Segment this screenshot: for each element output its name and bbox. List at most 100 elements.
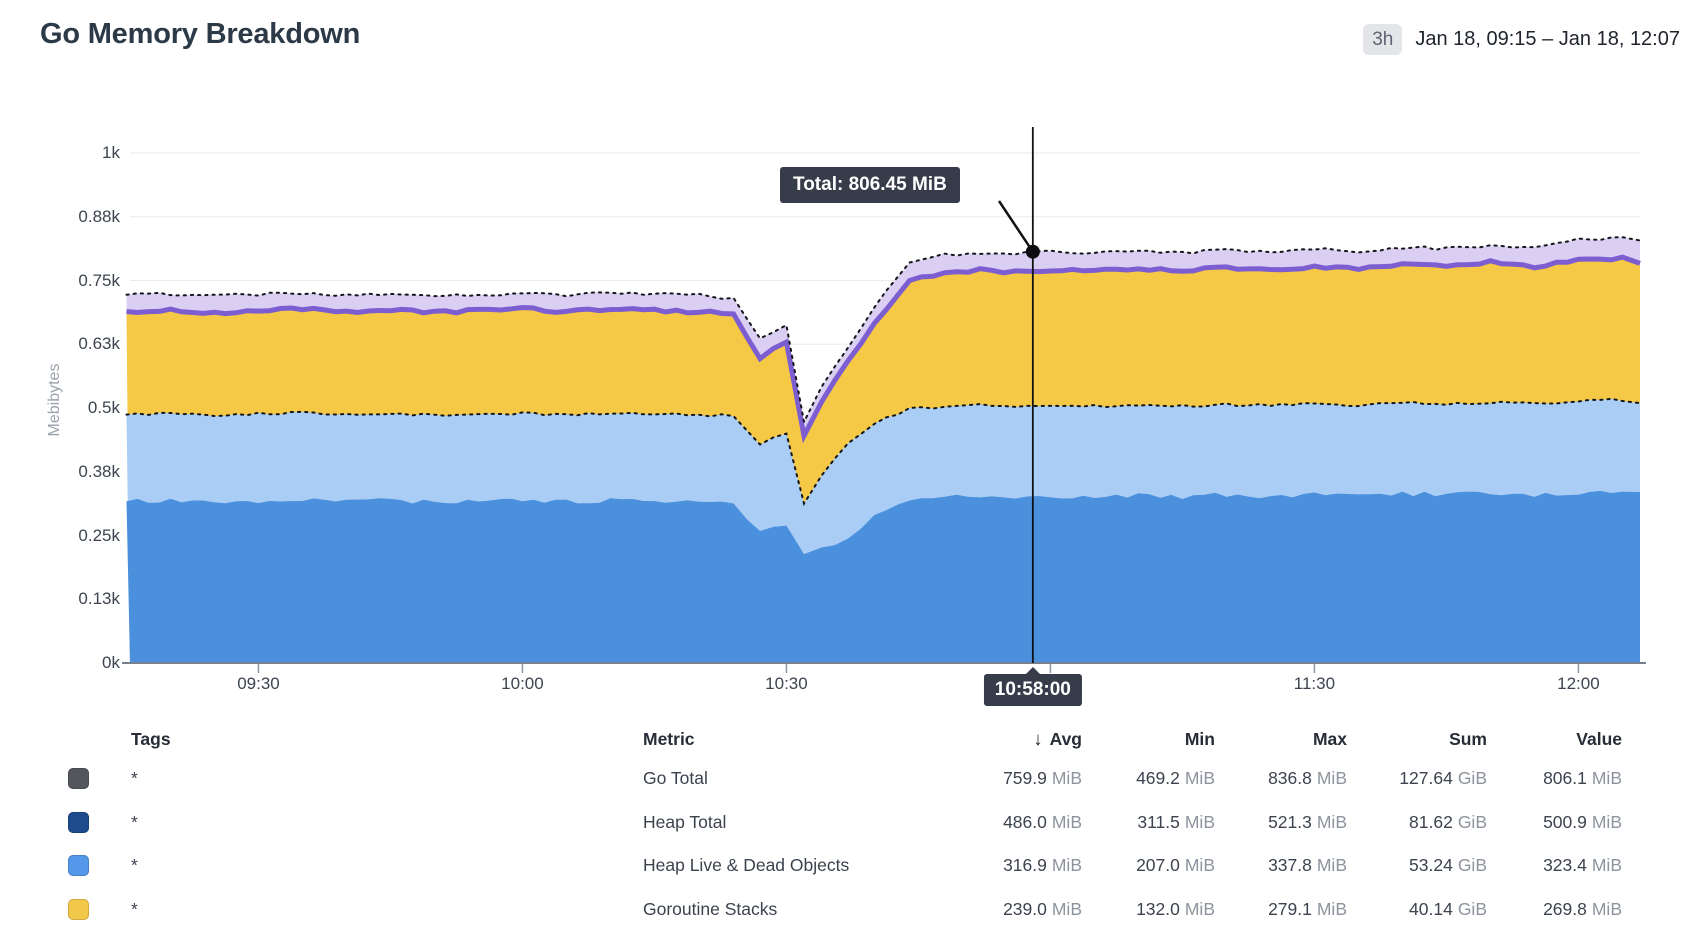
y-tick-label-0.75k: 0.75k bbox=[78, 270, 120, 290]
legend-sum-heap-live-dead-objects: 53.24 GiB bbox=[1347, 844, 1487, 888]
legend-max-unit-goroutine-stacks: MiB bbox=[1316, 898, 1347, 919]
legend-header-avg-label: Avg bbox=[1049, 729, 1082, 749]
y-tick-label-1k: 1k bbox=[102, 143, 120, 162]
legend-min-unit-goroutine-stacks: MiB bbox=[1184, 898, 1215, 919]
legend-value-number-heap-total: 500.9 bbox=[1543, 811, 1587, 832]
legend-max-number-heap-total: 521.3 bbox=[1268, 811, 1312, 832]
legend-sum-unit-go-total: GiB bbox=[1457, 768, 1487, 789]
legend-min-number-heap-total: 311.5 bbox=[1137, 811, 1180, 832]
legend-avg-unit-go-total: MiB bbox=[1051, 768, 1082, 789]
legend-max-go-total: 836.8 MiB bbox=[1215, 757, 1347, 801]
legend-avg-unit-heap-live-dead-objects: MiB bbox=[1051, 855, 1082, 876]
legend-sum-number-heap-total: 81.62 bbox=[1409, 811, 1453, 832]
y-tick-label-0k: 0k bbox=[102, 653, 120, 672]
legend-max-heap-total: 521.3 MiB bbox=[1215, 801, 1347, 845]
legend-value-unit-go-total: MiB bbox=[1591, 768, 1622, 789]
legend-min-goroutine-stacks: 132.0 MiB bbox=[1082, 888, 1215, 932]
time-range-badge[interactable]: 3h bbox=[1363, 24, 1403, 55]
legend-tag-heap-live-dead-objects: * bbox=[131, 855, 138, 876]
legend-sum-number-go-total: 127.64 bbox=[1399, 768, 1453, 789]
legend-metric-go-total[interactable]: Go Total bbox=[643, 768, 708, 789]
y-tick-label-0.88k: 0.88k bbox=[78, 206, 120, 226]
legend-avg-heap-total: 486.0 MiB bbox=[949, 801, 1082, 845]
legend-table: Tags Metric ↓ Avg Min Max Sum Value * Go … bbox=[68, 722, 1622, 931]
legend-sum-unit-heap-live-dead-objects: GiB bbox=[1457, 855, 1487, 876]
x-tick-label-11:30: 11:30 bbox=[1293, 674, 1336, 693]
y-tick-label-0.38k: 0.38k bbox=[78, 461, 120, 481]
legend-avg-number-goroutine-stacks: 239.0 bbox=[1003, 898, 1047, 919]
legend-value-unit-heap-total: MiB bbox=[1591, 811, 1622, 832]
legend-max-unit-go-total: MiB bbox=[1316, 768, 1347, 789]
legend-header-avg[interactable]: ↓ Avg bbox=[949, 722, 1082, 757]
legend-sum-heap-total: 81.62 GiB bbox=[1347, 801, 1487, 845]
time-range-text: Jan 18, 09:15 – Jan 18, 12:07 bbox=[1415, 28, 1680, 50]
legend-tag-go-total: * bbox=[131, 768, 138, 789]
series-heap-live-dead-area bbox=[126, 490, 1640, 663]
legend-sum-number-goroutine-stacks: 40.14 bbox=[1409, 898, 1453, 919]
legend-min-unit-go-total: MiB bbox=[1184, 768, 1215, 789]
legend-value-go-total: 806.1 MiB bbox=[1487, 757, 1622, 801]
legend-tag-goroutine-stacks: * bbox=[131, 898, 138, 919]
legend-min-go-total: 469.2 MiB bbox=[1082, 757, 1215, 801]
legend-avg-heap-live-dead-objects: 316.9 MiB bbox=[949, 844, 1082, 888]
legend-avg-number-go-total: 759.9 bbox=[1003, 768, 1047, 789]
legend-swatch-heap-total[interactable] bbox=[68, 811, 89, 833]
legend-swatch-heap-live-dead-objects[interactable] bbox=[68, 855, 89, 877]
legend-header-max[interactable]: Max bbox=[1312, 729, 1347, 749]
legend-metric-goroutine-stacks[interactable]: Goroutine Stacks bbox=[643, 898, 778, 919]
legend-avg-unit-heap-total: MiB bbox=[1051, 811, 1082, 832]
legend-swatch-cell-heap-total bbox=[68, 801, 131, 845]
legend-max-heap-live-dead-objects: 337.8 MiB bbox=[1215, 844, 1347, 888]
legend-header-value[interactable]: Value bbox=[1576, 729, 1622, 749]
legend-min-unit-heap-live-dead-objects: MiB bbox=[1184, 855, 1215, 876]
cursor-data-point bbox=[1025, 244, 1040, 259]
legend-avg-number-heap-live-dead-objects: 316.9 bbox=[1003, 855, 1047, 876]
legend-tag-heap-total: * bbox=[131, 811, 138, 832]
legend-header-min[interactable]: Min bbox=[1184, 729, 1215, 749]
legend-metric-heap-total[interactable]: Heap Total bbox=[643, 811, 727, 832]
legend-max-unit-heap-live-dead-objects: MiB bbox=[1316, 855, 1347, 876]
y-tick-label-0.13k: 0.13k bbox=[78, 589, 120, 609]
tooltip-connector-line bbox=[997, 200, 1034, 253]
legend-min-heap-live-dead-objects: 207.0 MiB bbox=[1082, 844, 1215, 888]
series-heap-total-dotted-line bbox=[125, 397, 1641, 507]
legend-header-tags[interactable]: Tags bbox=[131, 729, 171, 749]
series-go-total-dotted-line bbox=[125, 236, 1641, 426]
legend-min-heap-total: 311.5 MiB bbox=[1082, 801, 1215, 845]
x-tick-label-12:00: 12:00 bbox=[1557, 674, 1600, 693]
legend-swatch-cell-heap-live-dead-objects bbox=[68, 844, 131, 888]
legend-header-sum[interactable]: Sum bbox=[1449, 729, 1487, 749]
sort-descending-icon: ↓ bbox=[1033, 728, 1043, 750]
legend-value-goroutine-stacks: 269.8 MiB bbox=[1487, 888, 1622, 932]
legend-min-number-go-total: 469.2 bbox=[1136, 768, 1180, 789]
legend-sum-number-heap-live-dead-objects: 53.24 bbox=[1409, 855, 1453, 876]
chart-total-tooltip: Total: 806.45 MiB bbox=[780, 167, 960, 203]
legend-min-number-heap-live-dead-objects: 207.0 bbox=[1136, 855, 1180, 876]
legend-swatch-goroutine-stacks[interactable] bbox=[68, 898, 89, 920]
legend-value-number-heap-live-dead-objects: 323.4 bbox=[1543, 855, 1587, 876]
legend-value-unit-goroutine-stacks: MiB bbox=[1591, 898, 1622, 919]
y-tick-label-0.5k: 0.5k bbox=[87, 398, 120, 417]
legend-value-heap-live-dead-objects: 323.4 MiB bbox=[1487, 844, 1622, 888]
legend-sum-goroutine-stacks: 40.14 GiB bbox=[1347, 888, 1487, 932]
legend-swatch-cell-goroutine-stacks bbox=[68, 888, 131, 932]
legend-min-unit-heap-total: MiB bbox=[1184, 811, 1215, 832]
x-tick-label-09:30: 09:30 bbox=[237, 674, 280, 693]
legend-max-goroutine-stacks: 279.1 MiB bbox=[1215, 888, 1347, 932]
legend-swatch-go-total[interactable] bbox=[68, 768, 89, 790]
legend-sum-unit-goroutine-stacks: GiB bbox=[1457, 898, 1487, 919]
legend-max-unit-heap-total: MiB bbox=[1316, 811, 1347, 832]
legend-value-heap-total: 500.9 MiB bbox=[1487, 801, 1622, 845]
legend-avg-go-total: 759.9 MiB bbox=[949, 757, 1082, 801]
y-tick-label-0.25k: 0.25k bbox=[78, 525, 120, 545]
legend-min-number-goroutine-stacks: 132.0 bbox=[1136, 898, 1180, 919]
cursor-time-label: 10:58:00 bbox=[983, 667, 1082, 706]
page-title: Go Memory Breakdown bbox=[40, 18, 361, 50]
legend-sum-unit-heap-total: GiB bbox=[1457, 811, 1487, 832]
legend-header-swatch-spacer bbox=[68, 722, 131, 757]
time-range: 3h Jan 18, 09:15 – Jan 18, 12:07 bbox=[1363, 24, 1680, 55]
legend-header-metric[interactable]: Metric bbox=[643, 729, 695, 749]
legend-metric-heap-live-dead-objects[interactable]: Heap Live & Dead Objects bbox=[643, 855, 850, 876]
